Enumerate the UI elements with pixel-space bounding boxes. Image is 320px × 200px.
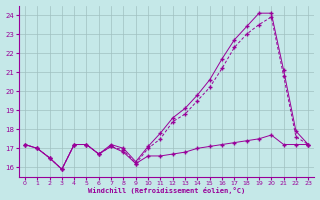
X-axis label: Windchill (Refroidissement éolien,°C): Windchill (Refroidissement éolien,°C): [88, 187, 245, 194]
